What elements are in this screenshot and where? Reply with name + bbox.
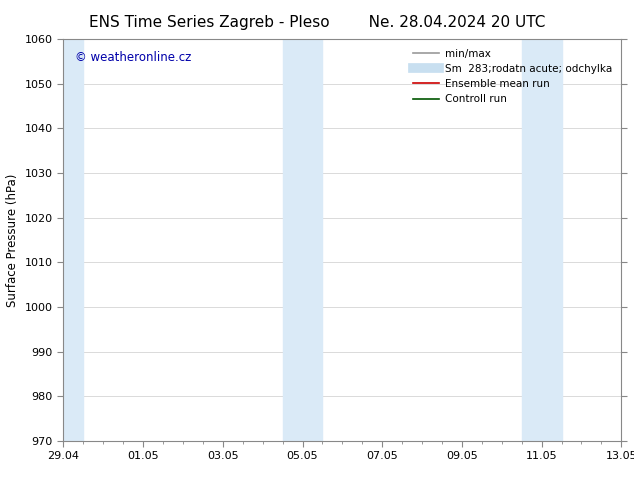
Text: ENS Time Series Zagreb - Pleso        Ne. 28.04.2024 20 UTC: ENS Time Series Zagreb - Pleso Ne. 28.04… bbox=[89, 15, 545, 30]
Bar bbox=[522, 39, 562, 441]
Bar bbox=[283, 39, 323, 441]
Bar bbox=[44, 39, 83, 441]
Text: © weatheronline.cz: © weatheronline.cz bbox=[75, 51, 191, 64]
Y-axis label: Surface Pressure (hPa): Surface Pressure (hPa) bbox=[6, 173, 19, 307]
Legend: min/max, Sm  283;rodatn acute; odchylka, Ensemble mean run, Controll run: min/max, Sm 283;rodatn acute; odchylka, … bbox=[410, 45, 616, 108]
